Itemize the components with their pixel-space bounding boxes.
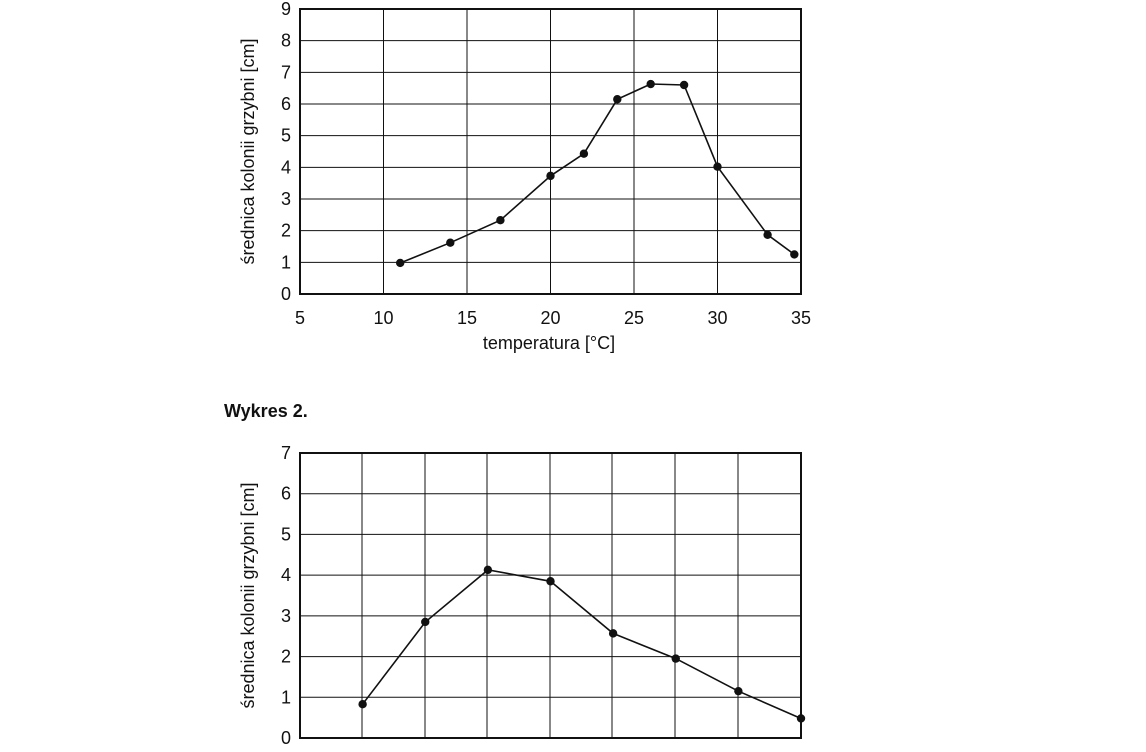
chart-2: 0 1 2 3 4 5 6 7 średnica kolonii grzybni [cm] Wyk… — [224, 401, 806, 748]
data-point — [496, 216, 505, 225]
y-tick-label: 8 — [281, 31, 291, 51]
data-point — [579, 149, 589, 158]
y-tick-label: 4 — [281, 565, 291, 585]
data-point — [446, 238, 455, 247]
y-tick-label: 3 — [281, 606, 291, 626]
data-point — [613, 95, 622, 104]
y-tick-label: 5 — [281, 524, 291, 544]
data-point — [646, 79, 655, 89]
y-tick-label: 5 — [281, 126, 291, 146]
x-tick-label: 5 — [295, 308, 305, 328]
series-line — [361, 569, 802, 720]
y-tick-label: 6 — [281, 484, 291, 504]
x-tick-label: 30 — [707, 308, 727, 328]
y-tick-label: 7 — [281, 62, 291, 82]
y-tick-label: 7 — [281, 443, 291, 463]
x-tick-label: 15 — [457, 308, 477, 328]
y-tick-label: 2 — [281, 221, 291, 241]
data-point — [734, 686, 743, 696]
data-point — [713, 162, 722, 171]
data-point — [671, 654, 680, 663]
x-tick-label: 20 — [540, 308, 560, 328]
data-point — [679, 80, 689, 90]
y-tick-label: 6 — [281, 94, 291, 114]
data-point — [396, 258, 405, 268]
plot-frame — [299, 452, 802, 739]
y-tick-label: 2 — [281, 647, 291, 667]
x-tick-label: 25 — [624, 308, 644, 328]
data-point — [546, 171, 555, 181]
series-line — [399, 83, 795, 264]
x-tick-label: 10 — [373, 308, 393, 328]
data-point — [358, 700, 367, 709]
y-axis-title: średnica kolonii grzybni [cm] — [238, 482, 258, 708]
data-point — [790, 250, 799, 259]
y-tick-label: 0 — [281, 284, 291, 304]
y-tick-label: 9 — [281, 0, 291, 19]
chart-heading: Wykres 2. — [224, 401, 308, 421]
y-tick-label: 3 — [281, 189, 291, 209]
y-tick-label: 1 — [281, 687, 291, 707]
y-tick-label: 0 — [281, 728, 291, 748]
plot-frame — [299, 8, 802, 295]
data-point — [483, 565, 493, 575]
data-point — [546, 577, 555, 586]
x-tick-label: 35 — [791, 308, 811, 328]
data-point — [608, 629, 618, 638]
data-point — [796, 714, 806, 723]
data-point — [421, 617, 430, 627]
y-tick-label: 4 — [281, 157, 291, 177]
y-axis-title: średnica kolonii grzybni [cm] — [238, 38, 258, 264]
y-tick-label: 1 — [281, 252, 291, 272]
x-axis-title: temperatura [°C] — [483, 333, 615, 353]
data-point — [763, 230, 772, 239]
chart-1: 0 1 2 3 4 5 6 7 8 9 5 10 15 20 25 30 35 średnica kolonii … — [238, 0, 811, 353]
